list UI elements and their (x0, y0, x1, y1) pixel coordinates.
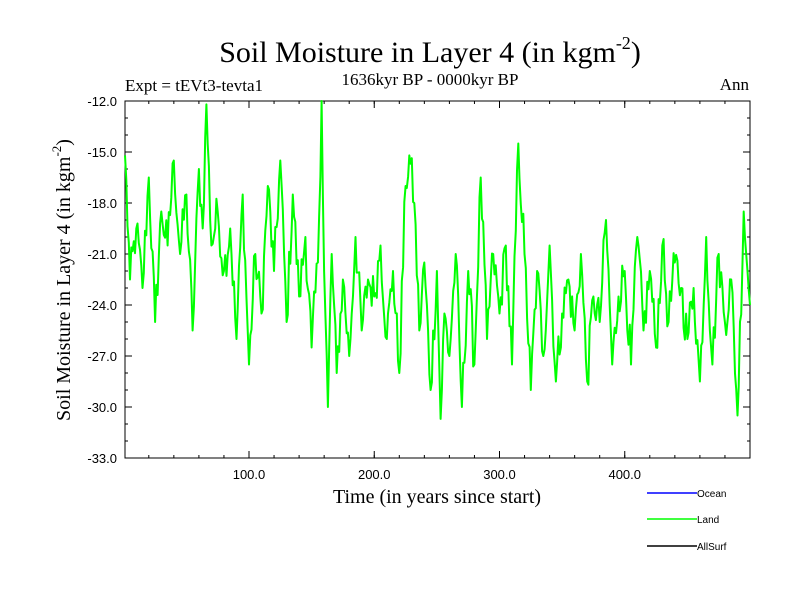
series-line-land (124, 100, 751, 420)
y-tick-label: -33.0 (87, 451, 117, 466)
chart-title: Soil Moisture in Layer 4 (in kgm-2) (219, 33, 641, 69)
x-tick-label: 400.0 (608, 467, 641, 482)
y-tick-label: -21.0 (87, 247, 117, 262)
x-axis-ticks: 100.0 200.0 300.0 400.0 (148, 101, 726, 482)
legend-label-land: Land (697, 515, 719, 526)
y-tick-label: -24.0 (87, 298, 117, 313)
experiment-label: Expt = tEVt3-tevta1 (125, 76, 263, 95)
y-tick-label: -27.0 (87, 349, 117, 364)
y-tick-label: -15.0 (87, 145, 117, 160)
x-tick-label: 300.0 (483, 467, 516, 482)
x-tick-label: 200.0 (358, 467, 391, 482)
legend: Ocean Land AllSurf (647, 489, 727, 553)
season-label: Ann (720, 75, 750, 94)
y-axis-ticks: -12.0 -15.0 -18.0 -21.0 -24.0 -27.0 -30.0 -33.0 (87, 94, 750, 466)
legend-label-allsurf: AllSurf (697, 542, 727, 553)
plot-frame (124, 100, 751, 459)
y-axis-label: Soil Moisture in Layer 4 (in kgm-2) (49, 139, 75, 421)
time-range-label: 1636kyr BP - 0000kyr BP (342, 70, 519, 89)
x-tick-label: 100.0 (233, 467, 266, 482)
y-tick-label: -18.0 (87, 196, 117, 211)
x-axis-label: Time (in years since start) (333, 486, 541, 508)
y-tick-label: -12.0 (87, 94, 117, 109)
legend-label-ocean: Ocean (697, 489, 726, 500)
y-tick-label: -30.0 (87, 400, 117, 415)
